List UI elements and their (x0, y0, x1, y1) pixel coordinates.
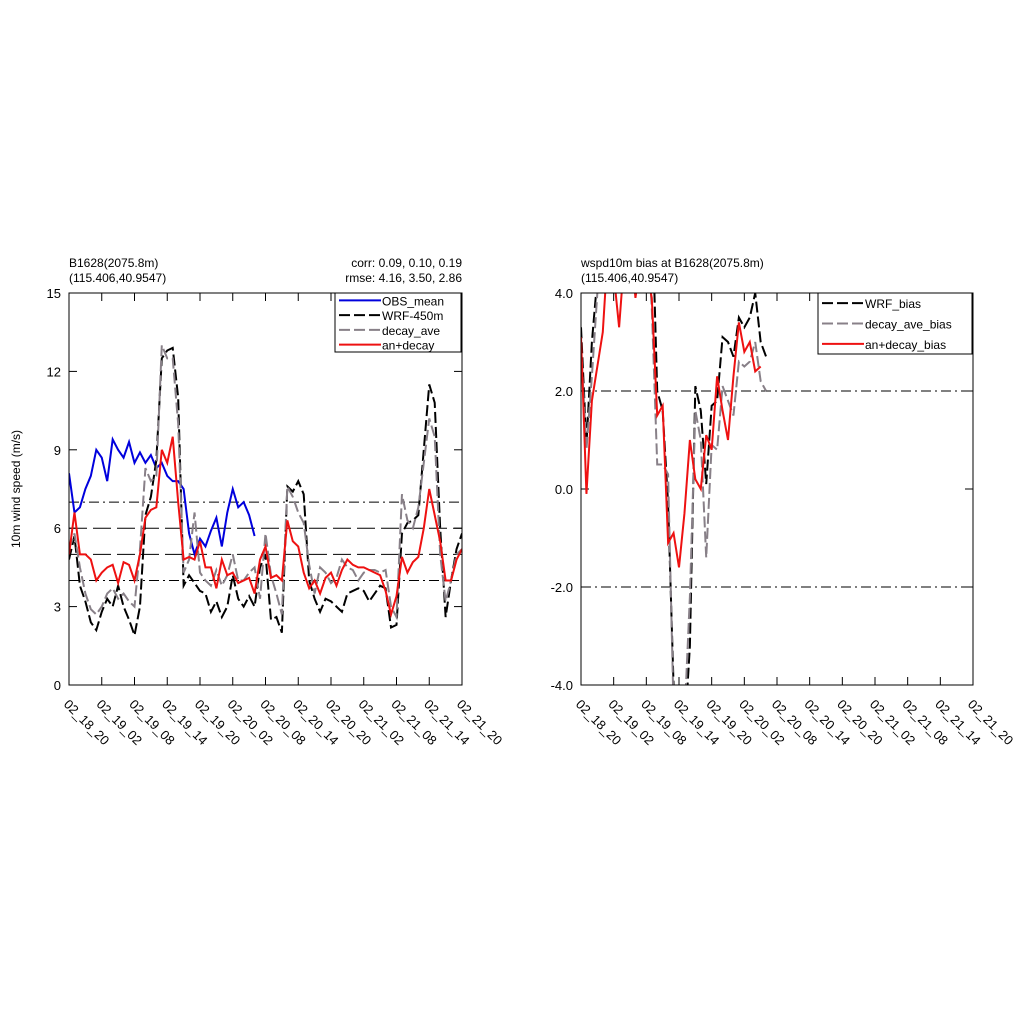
legend-label: an+decay (382, 339, 434, 353)
series-line (69, 344, 462, 621)
plot-lines (69, 344, 462, 640)
series-line (581, 293, 762, 568)
y-tick-label: 0 (54, 678, 61, 693)
panel-subtitle: (115.406,40.9547) (69, 271, 166, 285)
series-line (581, 293, 768, 685)
y-axis-label: 10m wind speed (m/s) (9, 430, 23, 548)
legend-label: WRF_bias (865, 297, 921, 311)
y-tick-label: 15 (47, 286, 61, 301)
panel-title: wspd10m bias at B1628(2075.8m) (580, 256, 764, 270)
annotation: corr: 0.09, 0.10, 0.19 (351, 256, 462, 270)
plot-lines (581, 293, 768, 685)
y-tick-label: 0.0 (555, 482, 573, 497)
y-tick-label: 12 (47, 364, 61, 379)
plot-frame (68, 292, 463, 686)
plot-frame (580, 292, 974, 686)
y-tick-label: -4.0 (551, 678, 573, 693)
annotation: rmse: 4.16, 3.50, 2.86 (345, 271, 462, 285)
y-tick-label: -2.0 (551, 580, 573, 595)
legend-label: WRF-450m (382, 309, 443, 323)
panel-title: B1628(2075.8m) (69, 256, 158, 270)
y-tick-label: 4.0 (555, 286, 573, 301)
legend-label: OBS_mean (382, 294, 444, 308)
series-line (69, 436, 462, 619)
series-line (69, 346, 462, 640)
y-tick-label: 9 (54, 443, 61, 458)
y-tick-label: 2.0 (555, 384, 573, 399)
y-tick-label: 6 (54, 521, 61, 536)
y-tick-label: 3 (54, 600, 61, 615)
series-line (69, 436, 256, 558)
panel-subtitle: (115.406,40.9547) (581, 271, 678, 285)
legend-box (334, 292, 462, 353)
legend-label: an+decay_bias (865, 338, 946, 352)
series-line (581, 293, 767, 685)
legend-label: decay_ave_bias (865, 318, 952, 332)
legend-label: decay_ave (382, 324, 440, 338)
